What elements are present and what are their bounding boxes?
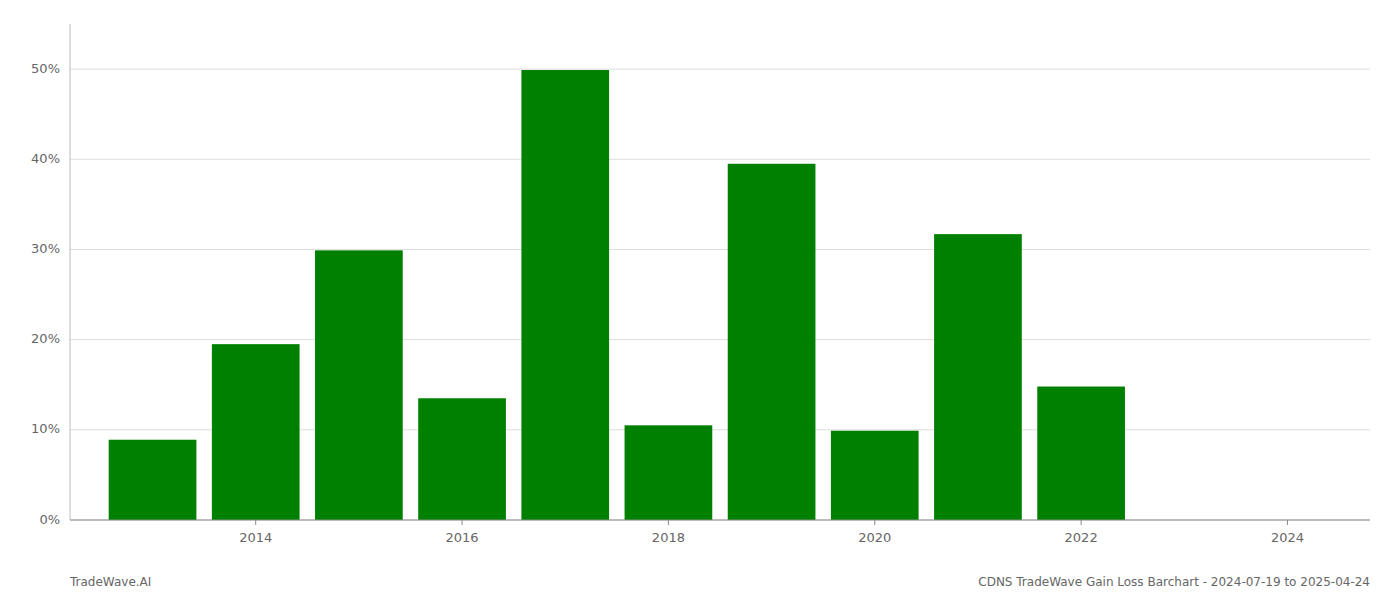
y-tick-label: 0% xyxy=(39,512,60,527)
bar xyxy=(212,344,300,520)
y-grid xyxy=(70,69,1370,520)
x-tick-label: 2014 xyxy=(239,530,272,545)
x-tick-mark xyxy=(1287,520,1288,525)
x-axis-line xyxy=(70,520,1370,521)
bar xyxy=(831,431,919,520)
bar xyxy=(728,164,816,520)
bar xyxy=(109,440,197,520)
grid-line xyxy=(70,249,1370,250)
x-tick-mark xyxy=(462,520,463,525)
x-tick-label: 2022 xyxy=(1065,530,1098,545)
x-tick-mark xyxy=(668,520,669,525)
grid-line xyxy=(70,339,1370,340)
x-tick-label: 2020 xyxy=(858,530,891,545)
y-axis-line xyxy=(70,24,71,520)
grid-line xyxy=(70,69,1370,70)
bar xyxy=(418,398,506,520)
grid-line xyxy=(70,520,1370,521)
x-tick-mark xyxy=(1081,520,1082,525)
bar xyxy=(315,250,403,520)
bar xyxy=(521,70,609,520)
grid-line xyxy=(70,159,1370,160)
footer-text: CDNS TradeWave Gain Loss Barchart - 2024… xyxy=(978,575,1370,589)
x-tick-label: 2016 xyxy=(446,530,479,545)
y-tick-label: 10% xyxy=(31,421,60,436)
x-tick-mark xyxy=(255,520,256,525)
x-ticks: 2014 2016 2018 2020 2022 2024 xyxy=(239,520,1304,545)
bar xyxy=(625,425,713,520)
bars xyxy=(109,70,1125,520)
y-tick-label: 40% xyxy=(31,151,60,166)
x-tick-label: 2024 xyxy=(1271,530,1304,545)
x-tick-mark xyxy=(874,520,875,525)
y-tick-label: 20% xyxy=(31,331,60,346)
bar xyxy=(1037,387,1125,520)
chart-container: 0% 10% 20% 30% 40% 50% 2014 2016 2018 2020 2022 202… xyxy=(0,0,1400,600)
y-tick-label: 50% xyxy=(31,61,60,76)
y-tick-label: 30% xyxy=(31,241,60,256)
x-tick-label: 2018 xyxy=(652,530,685,545)
footer-text: TradeWave.AI xyxy=(69,575,151,589)
footer: TradeWave.AI CDNS TradeWave Gain Loss Bar… xyxy=(69,575,1370,589)
chart-svg: 0% 10% 20% 30% 40% 50% 2014 2016 2018 2020 2022 202… xyxy=(0,0,1400,600)
bar xyxy=(934,234,1022,520)
y-ticks: 0% 10% 20% 30% 40% 50% xyxy=(31,61,60,527)
